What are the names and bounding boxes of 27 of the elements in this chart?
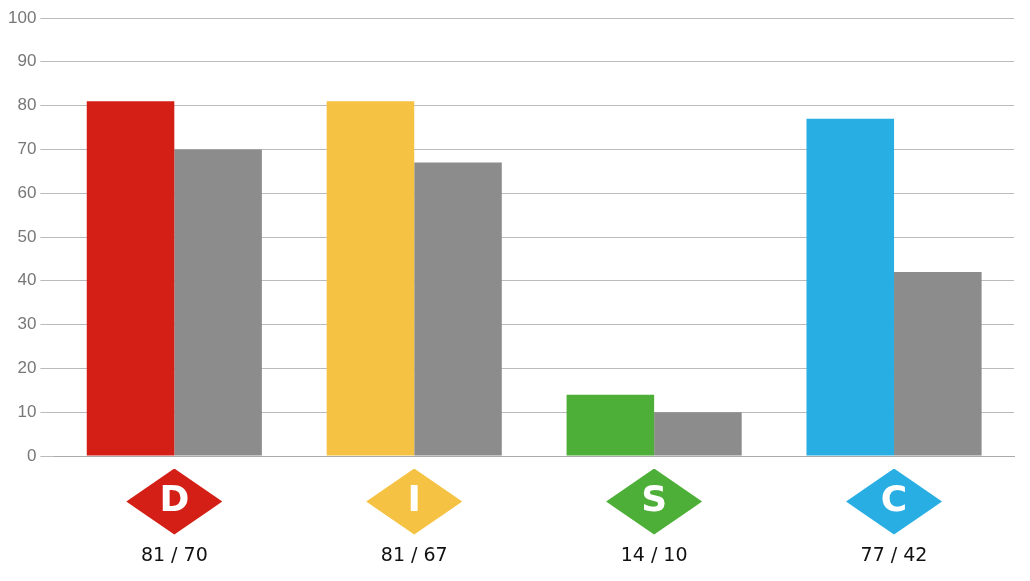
bar <box>86 101 175 456</box>
y-tick-label: 0 <box>26 445 37 465</box>
text: 14 / 10 <box>620 542 688 565</box>
y-tick-label: 70 <box>17 139 37 159</box>
y-tick-label: 60 <box>17 182 37 202</box>
y-tick-label: 40 <box>17 270 37 290</box>
y-tick-label: 90 <box>17 51 37 71</box>
y-tick-label: 20 <box>17 358 37 378</box>
text: 81 / 67 <box>380 542 448 565</box>
bar <box>566 394 655 456</box>
y-tick-label: 30 <box>17 314 37 334</box>
y-tick-label: 80 <box>17 95 37 115</box>
x-tick-label: D <box>159 477 190 519</box>
y-tick-label: 100 <box>7 7 37 27</box>
bar <box>806 118 895 456</box>
x-tick-label: C <box>880 477 908 519</box>
x-tick-label: S <box>641 477 668 519</box>
bar <box>894 272 982 456</box>
y-tick-label: 10 <box>17 401 37 421</box>
bar <box>654 412 742 456</box>
text: 81 / 70 <box>140 542 208 565</box>
x-tick-label: I <box>407 477 421 519</box>
bar <box>174 149 262 456</box>
bar <box>414 162 502 456</box>
y-tick-label: 50 <box>17 226 37 246</box>
text: 77 / 42 <box>860 542 928 565</box>
bar <box>326 101 415 456</box>
